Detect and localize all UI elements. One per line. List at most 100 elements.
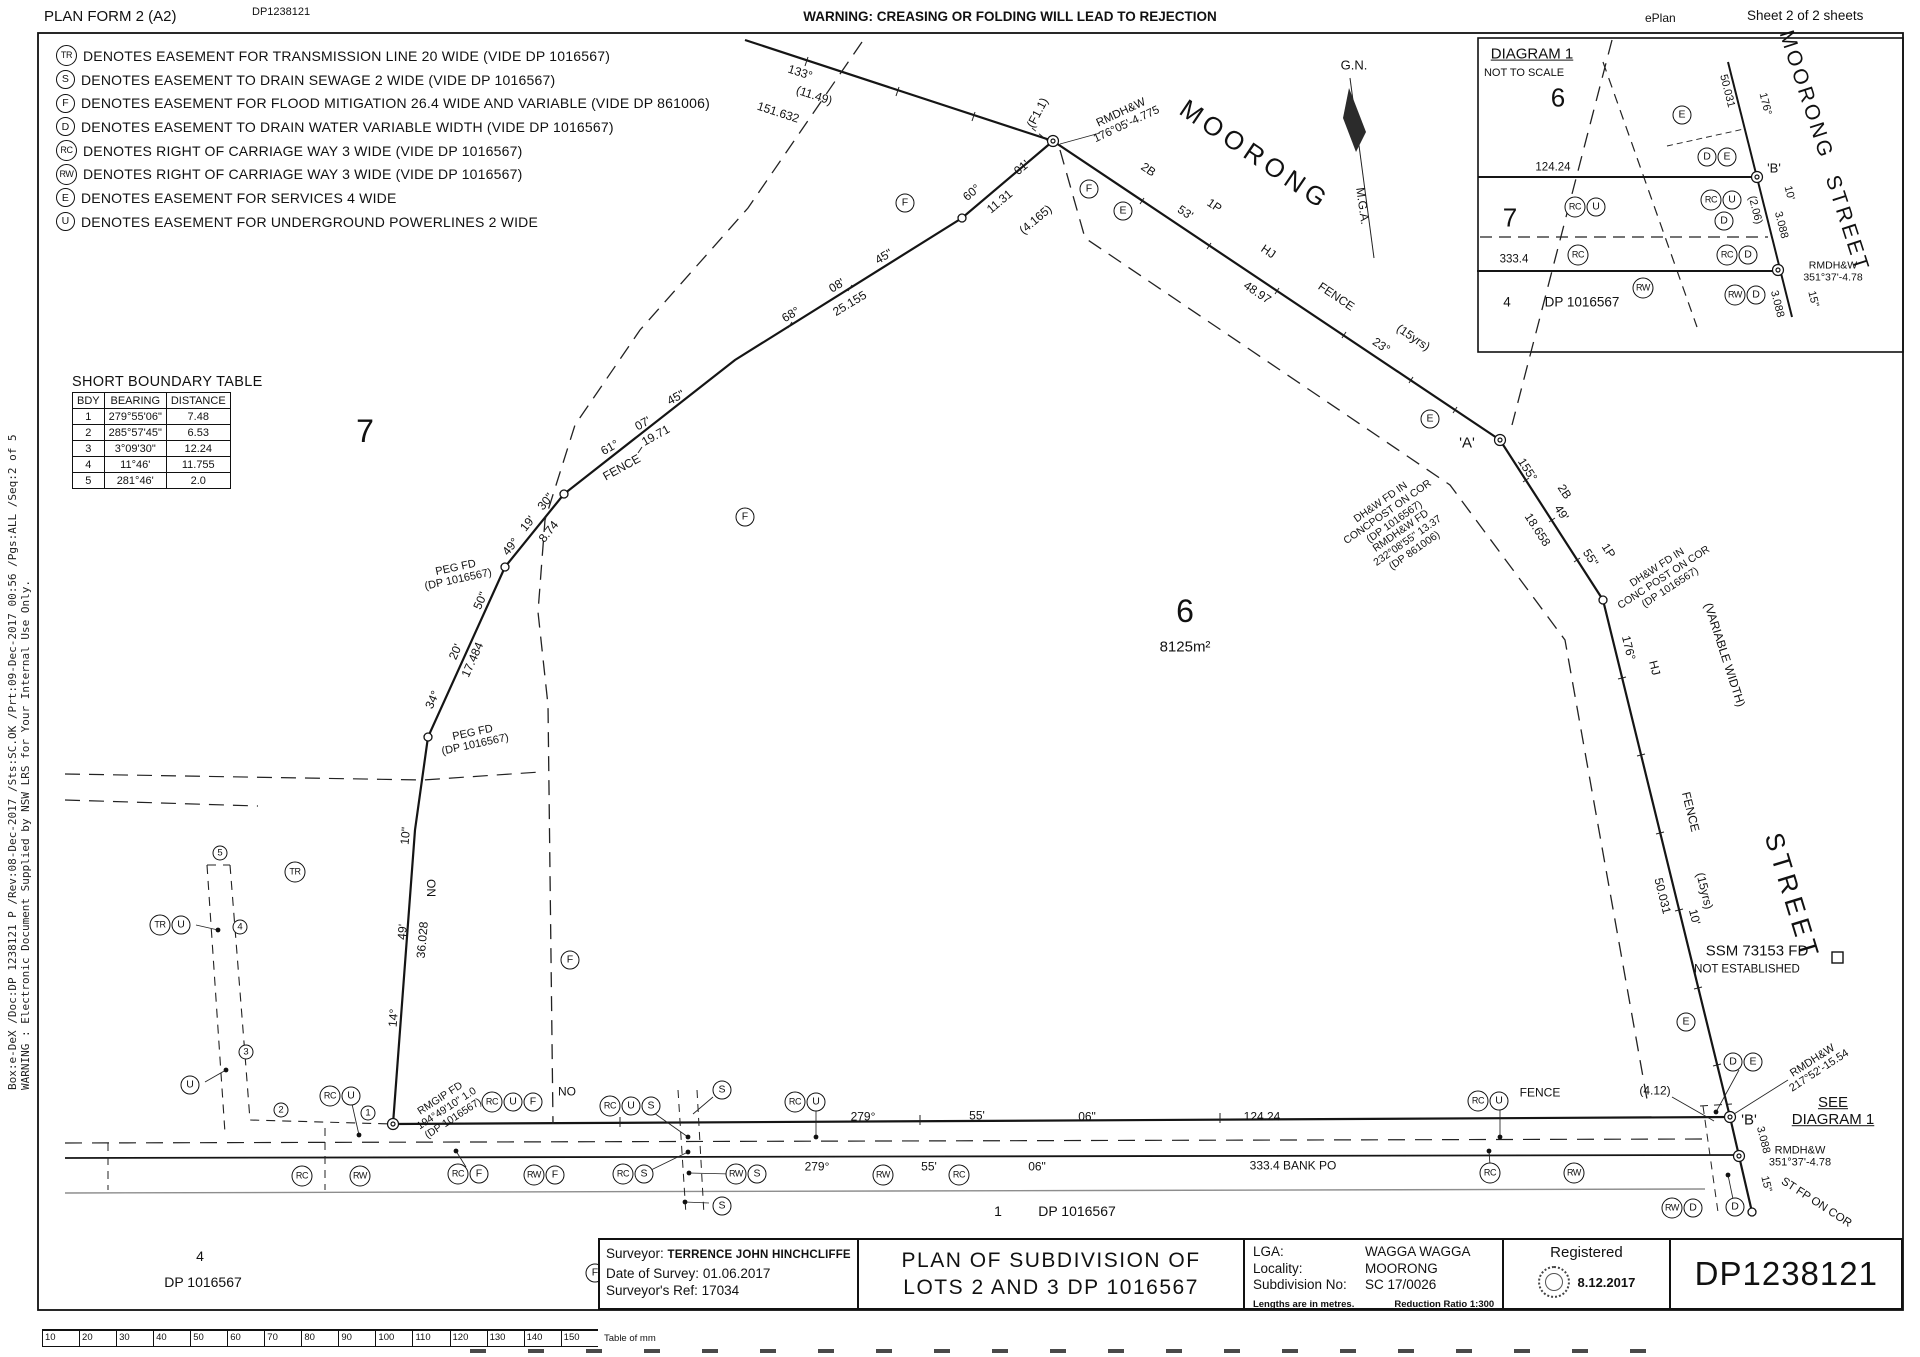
short-boundary-table-title: SHORT BOUNDARY TABLE [72, 374, 263, 390]
easement-symbol-RC: RC [291, 1165, 313, 1187]
survey-mark-points [215, 134, 1844, 1217]
legend-item-text: DENOTES EASEMENT TO DRAIN SEWAGE 2 WIDE … [81, 71, 556, 88]
diagram1-label: 333.4 [1499, 253, 1529, 266]
boundary-table-header: BEARING [103, 392, 167, 409]
easement-circle-RW: RW [725, 1163, 747, 1185]
easement-circle-D: D [1697, 147, 1717, 167]
scan-artifacts [470, 1349, 1650, 1353]
easement-symbol-D: D [1725, 1197, 1745, 1217]
easement-symbol-E: E [1113, 201, 1133, 221]
plan-label: 124.24 [1243, 1109, 1281, 1124]
easement-circle-RC: RC [1479, 1162, 1501, 1184]
dp-number-small: DP1238121 [252, 6, 311, 18]
plan-label: 'B' [1741, 1111, 1757, 1129]
ruler-tick: 80 [301, 1331, 338, 1346]
easement-circle-RC: RC [1716, 244, 1738, 266]
easement-circle-RW: RW [1661, 1197, 1683, 1219]
surveyor-name: TERRENCE JOHN HINCHCLIFFE [667, 1249, 851, 1261]
easement-circle-RW: RW [523, 1164, 545, 1186]
easement-circle-D: D [1746, 285, 1766, 305]
easement-circle-U: U [1489, 1091, 1509, 1111]
easement-circle-RW: RW [872, 1164, 894, 1186]
plan-label: 14° [385, 1008, 402, 1028]
easement-circle-RC: RC [612, 1163, 634, 1185]
legend-item: RW DENOTES RIGHT OF CARRIAGE WAY 3 WIDE (… [56, 162, 710, 186]
easement-circle-RC: RC [319, 1085, 341, 1107]
easement-circle-U: U [503, 1092, 523, 1112]
table-cell: 279°55'06" [103, 408, 167, 425]
table-row: 1 279°55'06" 7.48 [72, 408, 231, 425]
short-boundary-point-3: 3 [238, 1044, 254, 1060]
easement-circle-S: S [56, 70, 75, 90]
easement-circle-U: U [1586, 197, 1606, 217]
ruler-tick: 150 [560, 1331, 598, 1346]
easement-circle-F: F [545, 1165, 565, 1185]
easement-circle-F: F [560, 950, 580, 970]
easement-symbol-TR-U: TR U [149, 914, 191, 936]
plan-label: 333.4 BANK PO [1249, 1158, 1337, 1173]
registrar-seal-icon [1537, 1266, 1570, 1298]
diagram1-label: 7 [1502, 202, 1518, 233]
plan-label: 6 [1176, 593, 1194, 630]
plan-form-label: PLAN FORM 2 (A2) [44, 8, 177, 25]
plan-label: 55' [969, 1108, 985, 1123]
north-arrow [1343, 77, 1375, 259]
easement-symbol-RC: RC [948, 1164, 970, 1186]
dp-number: DP1238121 [1694, 1255, 1878, 1292]
diagram1-label: 124.24 [1535, 161, 1571, 174]
easement-circle-F: F [895, 193, 915, 213]
road-edge-line [64, 1188, 1706, 1194]
ruler-tick: 70 [264, 1331, 301, 1346]
easement-symbol-TR: TR [284, 861, 306, 883]
easement-circle-RC: RC [784, 1091, 806, 1113]
boundary-table-header: BDY [72, 392, 105, 409]
plan-label: 10" [397, 826, 414, 846]
ruler-tick: 10 [42, 1331, 79, 1346]
subdivision-value: SC 17/0026 [1364, 1277, 1437, 1292]
ruler-tick: 100 [375, 1331, 412, 1346]
legend-item-text: DENOTES EASEMENT FOR FLOOD MITIGATION 26… [81, 95, 710, 112]
survey-date: 01.06.2017 [702, 1265, 771, 1281]
plan-label: SSM 73153 FD [1705, 942, 1809, 960]
easement-symbol-RC-U: RC U [319, 1085, 361, 1107]
table-cell: 12.24 [165, 440, 231, 457]
legend-item: U DENOTES EASEMENT FOR UNDERGROUND POWERL… [56, 210, 710, 234]
easement-symbol-U: U [180, 1075, 200, 1095]
table-cell: 11.755 [165, 456, 231, 473]
eplan-label: ePlan [1645, 11, 1676, 25]
locality-value: MOORONG [1364, 1260, 1438, 1276]
easement-circle-F: F [1079, 179, 1099, 199]
easement-dashed-lines [64, 39, 1768, 1216]
ruler-tick: 20 [79, 1331, 116, 1346]
table-cell: 2.0 [165, 472, 231, 489]
easement-circle-E: E [1717, 147, 1737, 167]
easement-circle-F: F [469, 1164, 489, 1184]
easement-circle-RC: RC [56, 140, 77, 162]
legend-item-text: DENOTES EASEMENT FOR TRANSMISSION LINE 2… [83, 47, 611, 64]
easement-symbol-RW-F: RW F [523, 1164, 565, 1186]
easement-symbol-RC: RC [1479, 1162, 1501, 1184]
table-cell: 4 [72, 456, 105, 473]
ruler-tick: 40 [153, 1331, 190, 1346]
locality-panel: LGA: WAGGA WAGGA Locality: MOORONG Subdi… [1245, 1240, 1505, 1310]
title-block: Surveyor: TERRENCE JOHN HINCHCLIFFE Date… [598, 1238, 1903, 1310]
easement-circle-RC: RC [481, 1091, 503, 1113]
ruler-tick: 120 [449, 1331, 487, 1346]
easement-circle-S: S [712, 1080, 732, 1100]
table-cell: 3 [72, 440, 105, 457]
legend-item: E DENOTES EASEMENT FOR SERVICES 4 WIDE [56, 186, 710, 210]
plan-label: 06" [1028, 1159, 1046, 1174]
easement-symbol-RC-S: RC S [612, 1163, 654, 1185]
easement-circle-S: S [641, 1096, 661, 1116]
plan-label: G.N. [1340, 57, 1368, 73]
fence-ticks [619, 56, 1722, 1127]
warning-text: WARNING: CREASING OR FOLDING WILL LEAD T… [803, 9, 1217, 24]
ruler-tick: 90 [338, 1331, 375, 1346]
short-boundary-point-5: 5 [212, 845, 228, 861]
easement-circle-D: D [1714, 211, 1734, 231]
legend-item-text: DENOTES RIGHT OF CARRIAGE WAY 3 WIDE (VI… [83, 166, 523, 183]
easement-circle-RC: RC [447, 1163, 469, 1185]
lga-label: LGA: [1252, 1244, 1284, 1259]
surveyor-label: Surveyor: [606, 1246, 664, 1261]
